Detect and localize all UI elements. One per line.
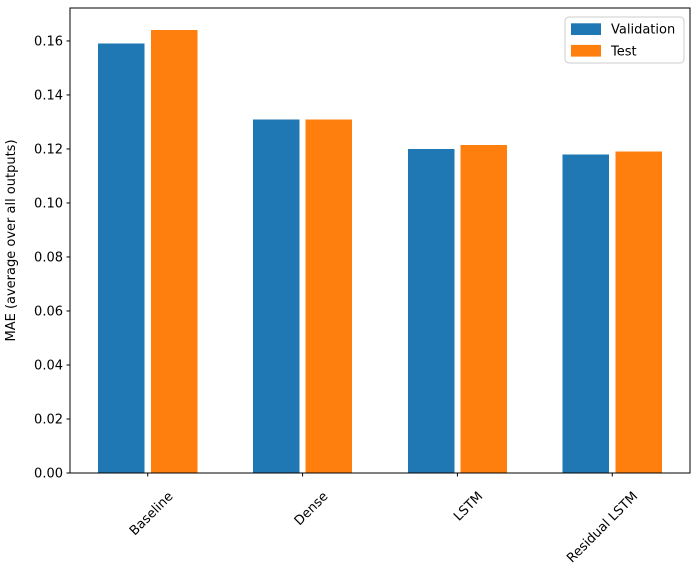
bar-test-baseline — [150, 30, 198, 473]
y-tick-label: 0.04 — [34, 358, 63, 373]
bar-validation-residual-lstm — [562, 154, 610, 474]
legend-label-test: Test — [610, 44, 637, 59]
y-tick-label: 0.06 — [34, 304, 63, 319]
x-tick-label-residual-lstm: Residual LSTM — [564, 489, 641, 566]
bar-test-lstm — [460, 144, 507, 473]
y-axis-label: MAE (average over all outputs) — [4, 139, 19, 341]
y-tick-label: 0.16 — [34, 34, 63, 49]
legend-label-validation: Validation — [611, 23, 675, 38]
y-tick-label: 0.02 — [34, 412, 63, 427]
legend-swatch-validation — [571, 23, 601, 35]
y-tick-label: 0.12 — [34, 142, 63, 157]
bar-test-dense — [305, 119, 353, 473]
bar-test-residual-lstm — [615, 151, 662, 473]
bar-validation-dense — [253, 119, 300, 473]
y-tick-label: 0.00 — [34, 467, 63, 482]
x-tick-label-dense: Dense — [292, 489, 332, 529]
x-tick-label-lstm: LSTM — [451, 489, 486, 524]
x-tick-label-baseline: Baseline — [127, 489, 177, 539]
y-tick-label: 0.14 — [34, 88, 63, 103]
legend: Validation Test — [564, 16, 685, 64]
legend-swatch-test — [571, 44, 601, 57]
y-tick-label: 0.08 — [34, 250, 63, 265]
axes-frame — [69, 7, 691, 474]
bar-validation-lstm — [407, 148, 455, 473]
y-tick-label: 0.10 — [34, 196, 63, 211]
bar-validation-baseline — [98, 43, 145, 473]
